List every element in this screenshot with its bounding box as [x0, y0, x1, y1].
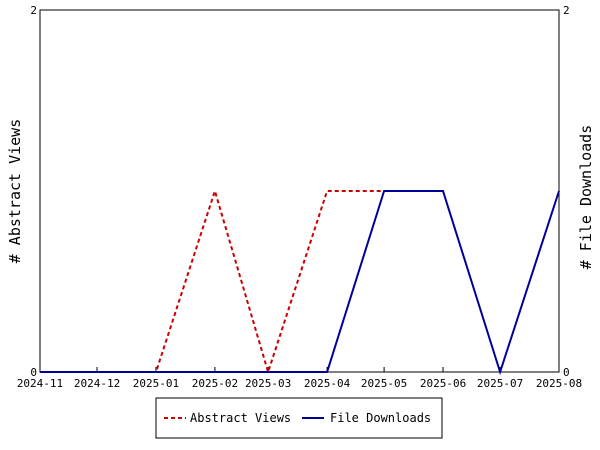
legend-label-file-downloads: File Downloads — [330, 411, 431, 425]
x-tick-label: 2025-05 — [361, 377, 407, 390]
plot-area — [39, 9, 560, 373]
ticks-layer: 2024-11 2024-12 2025-01 2025-02 2025-03 2025-… — [17, 4, 582, 390]
legend-box — [155, 397, 443, 439]
x-tick-label: 2025-06 — [420, 377, 466, 390]
x-tick-label: 2025-07 — [477, 377, 523, 390]
x-tick-label: 2025-03 — [245, 377, 291, 390]
series-line-file-downloads — [40, 190, 560, 376]
legend-label-abstract-views: Abstract Views — [190, 411, 291, 425]
x-tick-label: 2025-02 — [192, 377, 238, 390]
series-layer — [40, 187, 560, 376]
x-tick-label: 2025-04 — [304, 377, 351, 390]
x-tick-label: 2025-08 — [536, 377, 582, 390]
y2-tick-label: 0 — [563, 366, 570, 379]
x-tick-label: 2025-01 — [133, 377, 179, 390]
legend: Abstract Views File Downloads — [155, 397, 443, 439]
x-tick-label: 2024-12 — [74, 377, 120, 390]
x-tick-label: 2024-11 — [17, 377, 63, 390]
y2-axis-title: # File Downloads — [577, 125, 595, 270]
y2-tick-label: 2 — [563, 4, 570, 17]
y-axis-title: # Abstract Views — [6, 119, 24, 264]
y-tick-label: 0 — [30, 366, 37, 379]
y-tick-label: 2 — [30, 4, 37, 17]
